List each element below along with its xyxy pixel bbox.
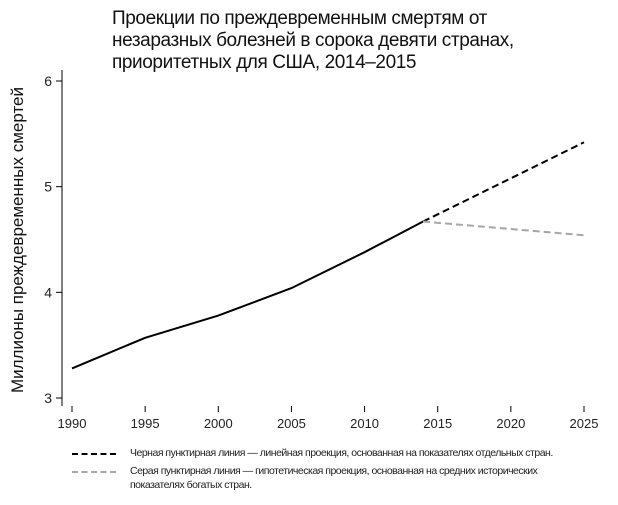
legend-swatch <box>72 471 116 473</box>
x-tick-label: 2020 <box>496 416 525 431</box>
title-line: незаразных болезней в сорока девяти стра… <box>112 30 514 51</box>
x-tick-label: 2015 <box>423 416 452 431</box>
x-tick-label: 2025 <box>570 416 599 431</box>
series-line-2 <box>423 220 585 237</box>
y-axis-label: Миллионы преждевременных смертей <box>8 87 27 393</box>
title-line: Проекции по преждевременным смертям от <box>112 8 487 29</box>
x-tick-label: 1990 <box>58 416 87 431</box>
legend: Черная пунктирная линия — линейная проек… <box>72 446 614 492</box>
legend-swatch <box>72 453 116 455</box>
y-tick-label: 3 <box>44 390 52 406</box>
chart-plot: 3 4 5 6 1990 1995 2000 2005 2010 2015 2020 2025 Милл… <box>8 70 599 431</box>
title-line: приоритетных для США, 2014–2015 <box>112 52 417 73</box>
series-line-0 <box>71 220 424 370</box>
legend-label: Черная пунктирная линия — линейная проек… <box>130 447 553 459</box>
x-tick-label: 2005 <box>277 416 306 431</box>
chart-title: Проекции по преждевременным смертям от н… <box>112 8 592 74</box>
y-tick-label: 4 <box>44 284 52 300</box>
series-line-1 <box>422 141 585 223</box>
legend-item-black: Черная пунктирная линия — линейная проек… <box>72 446 614 460</box>
x-tick-label: 2000 <box>204 416 233 431</box>
y-tick-label: 6 <box>44 73 52 89</box>
legend-label: Серая пунктирная линия — гипотетическая … <box>130 465 538 491</box>
legend-item-gray: Серая пунктирная линия — гипотетическая … <box>72 464 614 492</box>
x-tick-label: 2010 <box>350 416 379 431</box>
x-tick-label: 1995 <box>131 416 160 431</box>
y-tick-label: 5 <box>44 179 52 195</box>
